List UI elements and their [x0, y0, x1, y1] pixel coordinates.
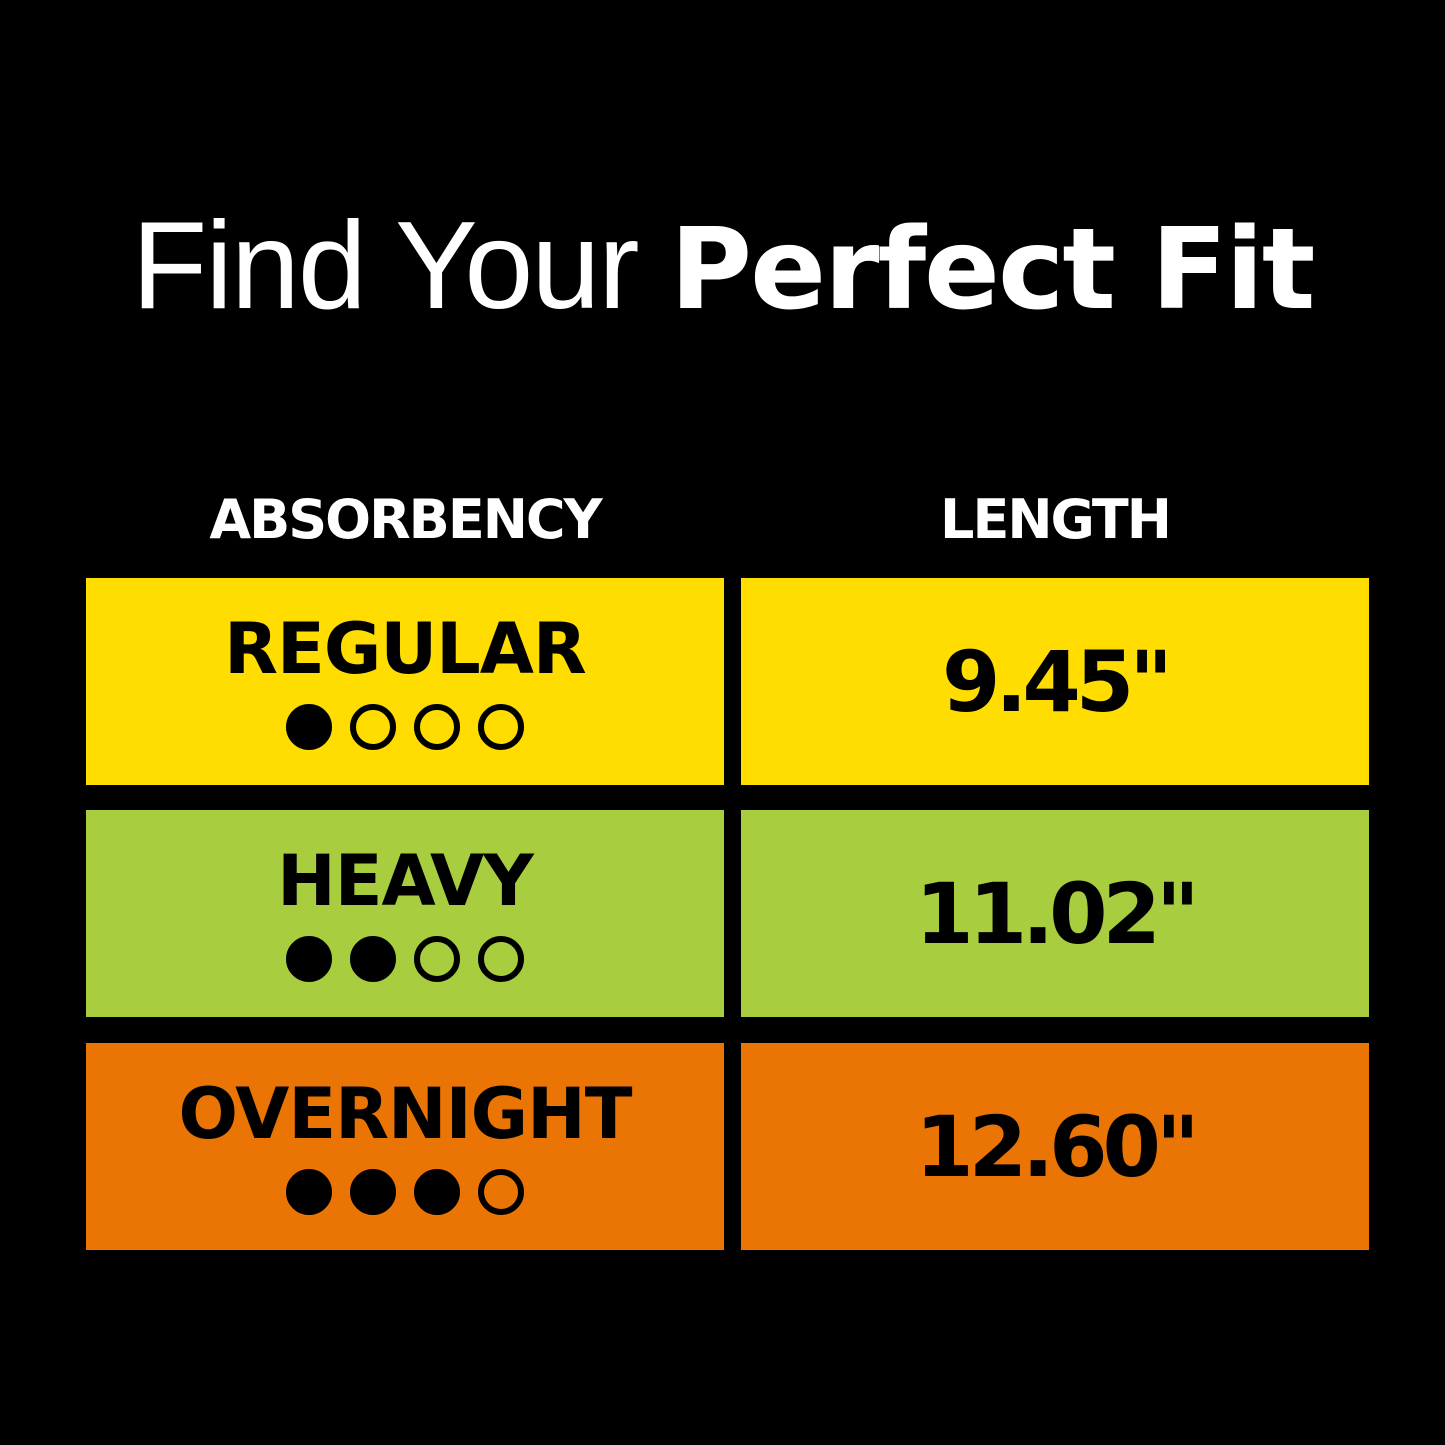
filled-circle-icon	[286, 935, 332, 982]
absorbency-rating	[286, 703, 524, 750]
length-value: 9.45"	[941, 632, 1173, 731]
filled-circle-icon	[350, 935, 396, 982]
title-bold: Perfect Fit	[670, 205, 1315, 335]
absorbency-cell: REGULAR	[86, 578, 724, 785]
filled-circle-icon	[286, 703, 332, 750]
empty-circle-icon	[478, 703, 524, 750]
length-cell: 9.45"	[741, 578, 1369, 785]
title-light: Find Your	[131, 197, 671, 335]
absorbency-rating	[286, 935, 524, 982]
absorbency-cell: HEAVY	[86, 810, 724, 1017]
absorbency-rating	[286, 1168, 524, 1215]
length-header: LENGTH	[940, 488, 1172, 551]
empty-circle-icon	[350, 703, 396, 750]
filled-circle-icon	[286, 1168, 332, 1215]
length-value: 11.02"	[915, 864, 1199, 963]
absorbency-level: HEAVY	[277, 839, 534, 922]
length-cell: 11.02"	[741, 810, 1369, 1017]
absorbency-level: REGULAR	[224, 607, 587, 690]
length-cell: 12.60"	[741, 1043, 1369, 1250]
empty-circle-icon	[414, 935, 460, 982]
length-value: 12.60"	[915, 1097, 1199, 1196]
empty-circle-icon	[478, 935, 524, 982]
empty-circle-icon	[414, 703, 460, 750]
page-title: Find Your Perfect Fit	[0, 195, 1445, 337]
absorbency-header: ABSORBENCY	[209, 488, 602, 551]
empty-circle-icon	[478, 1168, 524, 1215]
absorbency-cell: OVERNIGHT	[86, 1043, 724, 1250]
filled-circle-icon	[414, 1168, 460, 1215]
filled-circle-icon	[350, 1168, 396, 1215]
absorbency-level: OVERNIGHT	[178, 1072, 633, 1155]
